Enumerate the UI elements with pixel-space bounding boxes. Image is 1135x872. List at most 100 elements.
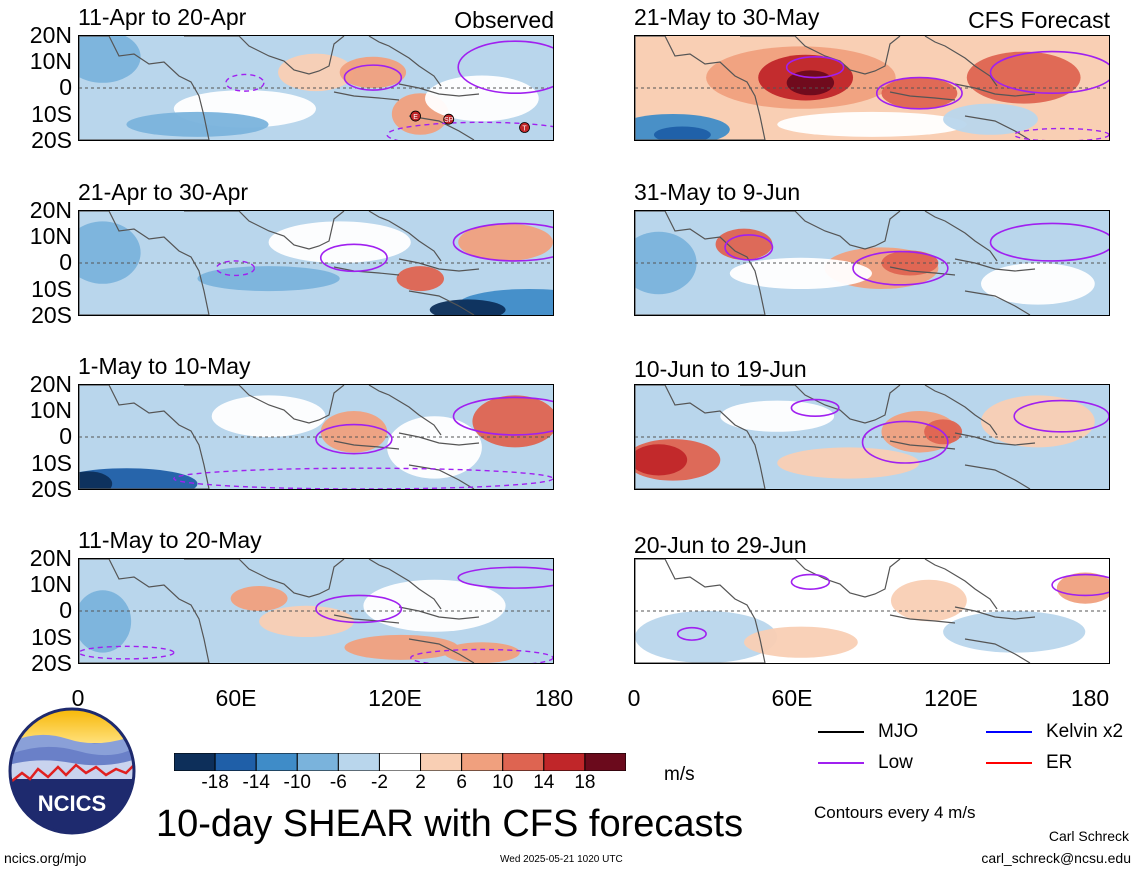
- low-contour: [1051, 573, 1109, 597]
- colorbar-swatch: [461, 752, 504, 772]
- footer-author: Carl Schreck: [1048, 828, 1129, 844]
- shear-anomaly-region: [79, 590, 132, 653]
- colorbar-swatch: [214, 752, 257, 772]
- lat-label: 20S: [31, 127, 72, 153]
- coastline: [954, 606, 1036, 620]
- colorbar-tick-label: -6: [329, 772, 347, 793]
- shear-anomaly-region: [881, 250, 939, 276]
- coastline: [889, 614, 956, 624]
- legend-line-mjo: [818, 731, 864, 733]
- coastline: [368, 559, 442, 610]
- shear-anomaly-region: [79, 471, 113, 489]
- lat-label: 10S: [31, 101, 72, 127]
- coastline: [398, 258, 480, 272]
- low-contour: [861, 420, 949, 464]
- map-svg: E SP T: [79, 36, 553, 140]
- coastline: [333, 440, 400, 450]
- lat-label: 20N: [29, 371, 72, 397]
- colorbar-tick-label: -14: [242, 772, 270, 793]
- storm-marker: T: [519, 122, 530, 133]
- shear-anomaly-region: [126, 111, 269, 137]
- shear-anomaly-region: [211, 395, 326, 437]
- colorbar-swatch: [173, 752, 216, 772]
- coastline: [964, 464, 1031, 489]
- legend-label-er: ER: [1046, 752, 1073, 773]
- colorbar-swatches: [173, 752, 627, 772]
- map-svg: [79, 559, 553, 663]
- lat-label: 10S: [31, 624, 72, 650]
- coastline: [889, 440, 956, 450]
- coastline: [184, 385, 345, 424]
- colorbar-tick-label: 14: [533, 772, 555, 793]
- map-panel-2: [78, 210, 554, 316]
- coastline: [740, 211, 901, 250]
- panel-tag-observed: Observed: [454, 7, 554, 33]
- shear-anomaly-region: [363, 579, 506, 632]
- lat-label: 10S: [31, 450, 72, 476]
- shear-anomaly-region: [720, 400, 835, 432]
- shear-anomaly-region: [458, 223, 553, 261]
- coastline: [79, 385, 210, 489]
- lon-label-left-60e: 60E: [215, 685, 257, 711]
- lon-label-left-120e: 120E: [368, 685, 422, 711]
- coastline: [740, 36, 901, 75]
- lat-label: 10N: [29, 48, 72, 74]
- panel-title-3: 1-May to 10-May: [78, 353, 251, 379]
- colorbar-tick-label: 18: [574, 772, 596, 793]
- lat-label: 10N: [29, 223, 72, 249]
- shear-anomaly-region: [890, 579, 967, 622]
- map-svg: [635, 36, 1109, 140]
- coastline: [79, 36, 210, 140]
- map-panel-3: [78, 384, 554, 490]
- footer-url[interactable]: ncics.org/mjo: [4, 850, 87, 866]
- colorbar-swatch: [543, 752, 586, 772]
- storm-marker: SP: [443, 113, 455, 125]
- shear-anomaly-region: [197, 266, 340, 292]
- coastline: [635, 211, 766, 315]
- shear-anomaly-region: [1056, 572, 1109, 604]
- shear-anomaly-region: [339, 56, 407, 88]
- panel-title-5: 21-May to 30-May: [634, 4, 820, 30]
- colorbar-units: m/s: [664, 764, 695, 785]
- low-contour: [875, 76, 963, 110]
- shear-anomaly-region: [425, 75, 539, 122]
- map-svg: [635, 385, 1109, 489]
- shear-anomaly-region: [344, 634, 459, 660]
- coastline: [408, 115, 475, 140]
- shear-anomaly-region: [943, 103, 1038, 135]
- low-contour: [452, 396, 553, 436]
- coastline: [954, 432, 1036, 446]
- map-panel-6: [634, 210, 1110, 316]
- low-contour: [319, 243, 388, 273]
- lat-label: 20N: [29, 545, 72, 571]
- low-contour: [676, 626, 707, 641]
- lon-label-right-120e: 120E: [924, 685, 978, 711]
- lon-label-left-0: 0: [71, 685, 85, 711]
- coastline: [368, 211, 442, 262]
- shear-anomaly-region: [981, 395, 1095, 448]
- shear-anomaly-region: [387, 416, 482, 479]
- shear-anomaly-region: [230, 586, 288, 611]
- lat-label: 0: [59, 249, 72, 275]
- lat-label: 0: [59, 423, 72, 449]
- storm-marker-label: SP: [444, 117, 454, 124]
- storm-marker-label: T: [522, 126, 527, 133]
- shear-anomaly-region: [635, 444, 688, 476]
- colorbar-swatch: [502, 752, 545, 772]
- low-contour: [790, 398, 840, 417]
- low-contour: [457, 40, 553, 94]
- lat-label: 0: [59, 597, 72, 623]
- coastline: [408, 290, 475, 315]
- colorbar-tick-label: 6: [456, 772, 467, 793]
- map-panel-4: [78, 558, 554, 664]
- colorbar-swatch: [296, 752, 339, 772]
- low-contour: [785, 56, 845, 79]
- panel-title-2: 21-Apr to 30-Apr: [78, 179, 249, 205]
- storm-marker: E: [410, 110, 421, 122]
- footer-email[interactable]: carl_schreck@ncsu.edu: [981, 850, 1131, 866]
- low-contour-dashed: [215, 260, 256, 277]
- legend-label-low: Low: [878, 752, 913, 773]
- low-contour: [1013, 399, 1109, 433]
- coastline: [924, 559, 998, 610]
- coastline: [333, 614, 400, 624]
